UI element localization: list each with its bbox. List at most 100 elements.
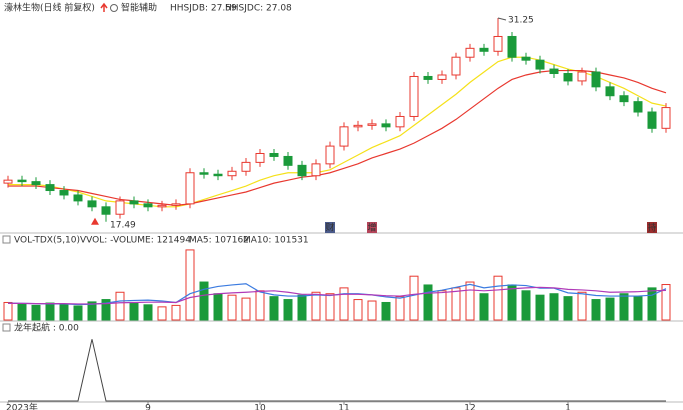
candle-body xyxy=(73,194,83,202)
x-tick-label: 2023年 xyxy=(6,402,38,410)
volume-bar xyxy=(339,287,349,321)
panel-icon xyxy=(2,323,11,332)
candle-body xyxy=(129,200,139,205)
volume-bar xyxy=(465,281,475,321)
event-label: 财 xyxy=(325,222,334,234)
panel-title: 龙年起航 : 0.00 xyxy=(14,322,79,334)
volume-bar xyxy=(409,275,419,321)
event-box xyxy=(647,222,657,233)
volume-bar xyxy=(493,275,503,321)
volume-bar xyxy=(549,293,559,321)
candle-body xyxy=(591,71,601,88)
volume-bar xyxy=(311,291,321,321)
candle-body xyxy=(563,73,573,82)
x-tick-label: 11 xyxy=(338,404,349,410)
candle-body xyxy=(367,123,377,126)
volume-bar xyxy=(661,284,671,321)
volume-bar xyxy=(507,284,517,321)
ma-line xyxy=(8,286,667,305)
volume-bar xyxy=(45,302,55,321)
x-tick-label: 1 xyxy=(565,404,571,410)
x-tick-label: 12 xyxy=(464,404,475,410)
candle-body xyxy=(115,200,125,215)
candle-body xyxy=(157,204,167,208)
volume-bar xyxy=(353,299,363,321)
volume-bar xyxy=(157,306,167,321)
candle-body xyxy=(269,152,279,157)
volume-bar xyxy=(115,291,125,321)
x-tick-label: 10 xyxy=(254,404,266,410)
candle-body xyxy=(101,206,111,215)
candle-body xyxy=(409,75,419,117)
chart-subtitle: 智能辅助 xyxy=(121,2,157,14)
volume-bar xyxy=(647,287,657,321)
volume-bar xyxy=(3,301,13,321)
volume-bar xyxy=(17,303,27,321)
high-label: 31.25 xyxy=(508,15,534,25)
event-label: 持 xyxy=(647,222,656,234)
volume-bar xyxy=(129,301,139,321)
low-label: 17.49 xyxy=(110,220,136,230)
candle-body xyxy=(353,124,363,128)
event-box xyxy=(367,222,377,233)
candle-body xyxy=(31,181,41,186)
high-pointer xyxy=(497,17,507,21)
volume-bar xyxy=(633,296,643,321)
candle-body xyxy=(339,126,349,147)
event-label: 增 xyxy=(367,222,376,234)
candle-body xyxy=(507,35,517,58)
candle-body xyxy=(661,107,671,129)
volume-bar xyxy=(451,287,461,321)
volume-bar xyxy=(535,294,545,321)
volume-bar xyxy=(59,304,69,321)
candle-body xyxy=(549,68,559,75)
up-arrow-icon xyxy=(100,2,108,12)
volume-bar xyxy=(199,281,209,321)
volume-bar xyxy=(381,301,391,321)
volume-bar xyxy=(423,284,433,321)
candle-body xyxy=(605,86,615,97)
indicator-line xyxy=(8,339,666,402)
candle-body xyxy=(437,74,447,80)
candle-body xyxy=(465,47,475,58)
volume-bar xyxy=(185,249,195,321)
volume-bar xyxy=(437,290,447,321)
assist-icon xyxy=(110,4,118,12)
volume-bar xyxy=(227,294,237,321)
volume-bar xyxy=(241,297,251,321)
x-tick-label: 9 xyxy=(145,404,151,410)
legend-label: HHSJDC: 27.08 xyxy=(225,4,292,14)
candle-body xyxy=(577,71,587,82)
volume-label: VOLUME: 121494 xyxy=(113,236,191,246)
volume-bar xyxy=(521,290,531,321)
event-box xyxy=(325,222,335,233)
volume-bar xyxy=(605,297,615,321)
low-marker xyxy=(91,217,99,225)
volume-bar xyxy=(101,299,111,321)
volume-bar xyxy=(143,304,153,321)
candle-body xyxy=(45,184,55,192)
volume-bar xyxy=(73,305,83,321)
volume-bar xyxy=(591,299,601,321)
volume-bar xyxy=(171,304,181,321)
volume-bar xyxy=(367,300,377,321)
candle-body xyxy=(633,101,643,113)
volume-bar xyxy=(87,301,97,321)
candle-body xyxy=(521,56,531,61)
volume-bar xyxy=(395,296,405,321)
candle-body xyxy=(227,170,237,177)
volume-bar xyxy=(283,299,293,321)
panel-subtitle: VVOL: - xyxy=(80,236,113,246)
legend-label: HHSJDB: 27.59 xyxy=(170,4,237,14)
candle-body xyxy=(479,47,489,52)
candle-body xyxy=(535,59,545,70)
panel-title: VOL-TDX(5,10) xyxy=(14,236,80,246)
volume-bar xyxy=(325,293,335,321)
volume-bar xyxy=(479,293,489,321)
candle-body xyxy=(647,111,657,129)
candle-body xyxy=(493,35,503,52)
candle-body xyxy=(395,115,405,128)
legend-label: MA5: 107162 xyxy=(189,236,249,246)
